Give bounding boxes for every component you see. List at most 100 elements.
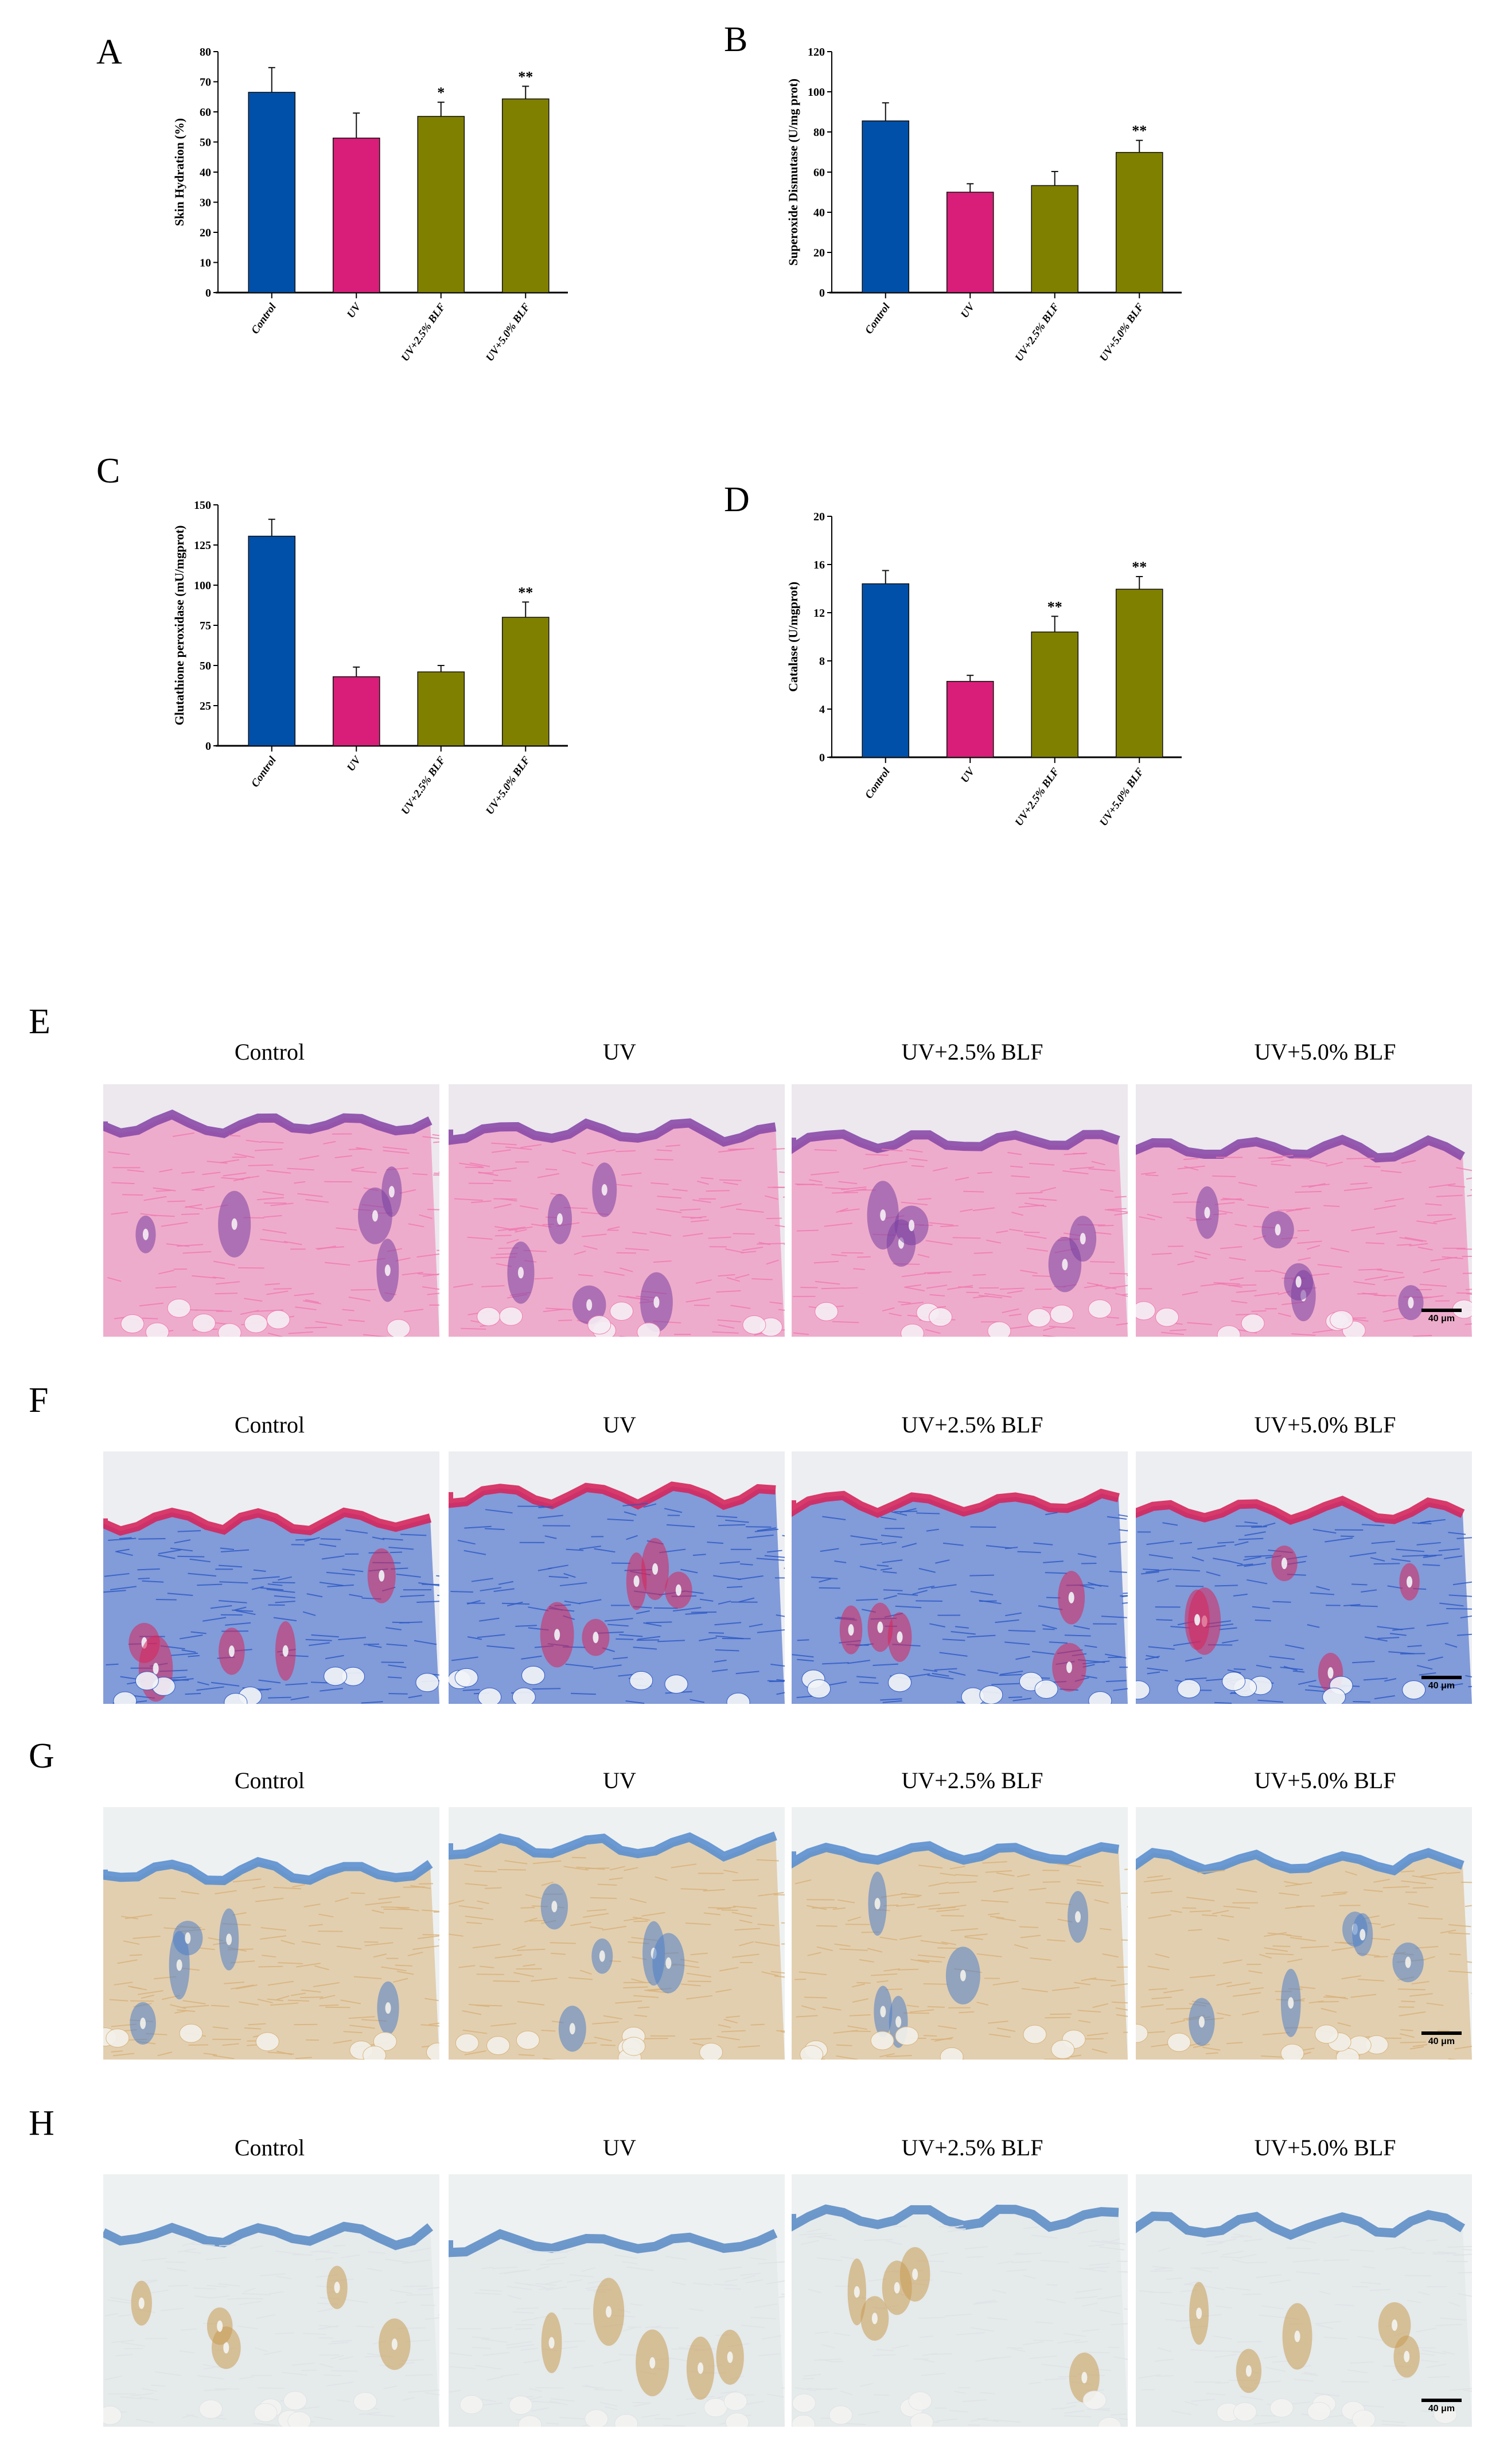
chart-b-superoxide-dismutase: 0 20 40 60 80 100 120 Superoxide Dismutase (U/m… [780,46,1228,367]
chart-a-skin-hydration: 0 10 20 30 40 50 60 70 80 Skin Hydration (%) Contr… [166,46,614,367]
bar [417,116,465,293]
y-tick-label: 25 [200,700,211,713]
histology-label: Control [234,1412,305,1438]
scale-bar: 40 μm [1421,2399,1462,2414]
histology-micrograph [792,1084,1128,1337]
panel-letter-d: D [724,480,750,519]
histology-row-f: F Control UV UV+2.5% BLF UV+5.0% BLF 40 μm [0,1365,1488,1733]
x-tick-label: UV+5.0% BLF [484,754,532,817]
y-tick-label: 20 [813,247,825,259]
y-tick-label: 125 [194,539,211,552]
histology-micrograph: 40 μm [1136,1807,1472,2060]
x-tick-label: UV+5.0% BLF [484,301,532,364]
y-axis-label: Skin Hydration (%) [172,118,186,226]
histology-micrograph [449,2174,785,2427]
bar [862,583,910,758]
panel-letter-c: C [96,451,120,491]
histology-label: UV+5.0% BLF [1254,1768,1396,1793]
histology-micrograph [103,2174,439,2427]
panel-letter-g: G [29,1737,54,1776]
y-axis-label: Glutathione peroxidase (mU/mgprot) [172,526,186,726]
chart-d-catalase: 0 4 8 12 16 20 Catalase (U/mgprot) Control UV ** U… [780,511,1228,832]
scale-bar: 40 μm [1421,2031,1462,2047]
histology-micrograph: 40 μm [1136,2174,1472,2427]
x-tick-label: Control [249,754,279,789]
y-tick-label: 0 [819,752,825,764]
histology-micrograph [103,1451,439,1704]
x-tick-label: Control [863,765,893,801]
histology-label: Control [234,2135,305,2161]
histology-row-h: H Control UV UV+2.5% BLF UV+5.0% BLF 40 μm [0,2088,1488,2464]
bar [1115,151,1163,293]
y-tick-label: 100 [808,86,825,99]
histology-micrograph: 40 μm [1136,1451,1472,1704]
histology-label: UV+5.0% BLF [1254,1039,1396,1065]
x-tick-label: UV [959,765,977,785]
x-tick-label: UV+2.5% BLF [1013,301,1062,364]
y-tick-label: 12 [813,607,825,620]
x-tick-label: UV+2.5% BLF [399,301,448,364]
x-tick-label: UV+2.5% BLF [399,754,448,817]
histology-label: UV+2.5% BLF [901,1039,1043,1065]
x-tick-label: UV [345,754,364,774]
x-tick-label: UV [959,301,977,321]
histology-label: Control [234,1768,305,1793]
histology-row-e: E Control UV UV+2.5% BLF UV+5.0% BLF 40 μm [0,975,1488,1354]
histology-label: UV+2.5% BLF [901,1768,1043,1793]
histology-micrograph [792,2174,1128,2427]
significance-marker: ** [1132,559,1147,575]
bar [501,98,550,293]
y-tick-label: 100 [194,579,211,592]
significance-marker: ** [518,68,533,85]
y-tick-label: 80 [813,126,825,139]
significance-marker: ** [518,584,533,601]
bar [1031,185,1079,293]
significance-marker: ** [1047,598,1062,615]
histology-micrograph [792,1807,1128,2060]
bar [332,676,380,746]
y-tick-label: 60 [813,166,825,179]
histology-micrograph [792,1451,1128,1704]
histology-micrograph [449,1807,785,2060]
histology-micrograph [449,1084,785,1337]
histology-label: Control [234,1039,305,1065]
scale-bar: 40 μm [1421,1676,1462,1691]
histology-label: UV [603,1768,636,1793]
scale-bar: 40 μm [1421,1309,1462,1324]
panel-letter-f: F [29,1381,49,1420]
y-axis-label: Superoxide Dismutase (U/mg prot) [786,79,800,266]
y-tick-label: 50 [200,137,211,149]
y-axis-label: Catalase (U/mgprot) [786,582,800,692]
y-tick-label: 120 [808,46,825,59]
histology-label: UV+2.5% BLF [901,2135,1043,2161]
bar [946,680,994,758]
panel-letter-h: H [29,2104,54,2143]
histology-micrograph [449,1451,785,1704]
x-tick-label: UV+5.0% BLF [1097,301,1146,364]
x-tick-label: UV [345,301,364,321]
bar [862,120,910,293]
y-tick-label: 20 [200,227,211,239]
y-tick-label: 20 [813,511,825,523]
bar [1031,631,1079,758]
histology-label: UV [603,1039,636,1065]
histology-label: UV+2.5% BLF [901,1412,1043,1438]
y-tick-label: 70 [200,76,211,89]
y-tick-label: 80 [200,46,211,59]
bar [248,92,296,293]
y-tick-label: 50 [200,660,211,672]
y-tick-label: 0 [205,740,211,753]
y-tick-label: 10 [200,257,211,270]
x-tick-label: Control [863,301,893,336]
x-tick-label: Control [249,301,279,336]
y-tick-label: 40 [813,207,825,219]
histology-label: UV+5.0% BLF [1254,1412,1396,1438]
y-tick-label: 16 [813,559,825,571]
y-tick-label: 30 [200,197,211,209]
histology-label: UV [603,2135,636,2161]
x-tick-label: UV+5.0% BLF [1097,766,1146,828]
y-tick-label: 4 [819,703,825,716]
histology-label: UV+5.0% BLF [1254,2135,1396,2161]
y-tick-label: 8 [819,655,825,668]
y-tick-label: 60 [200,106,211,119]
